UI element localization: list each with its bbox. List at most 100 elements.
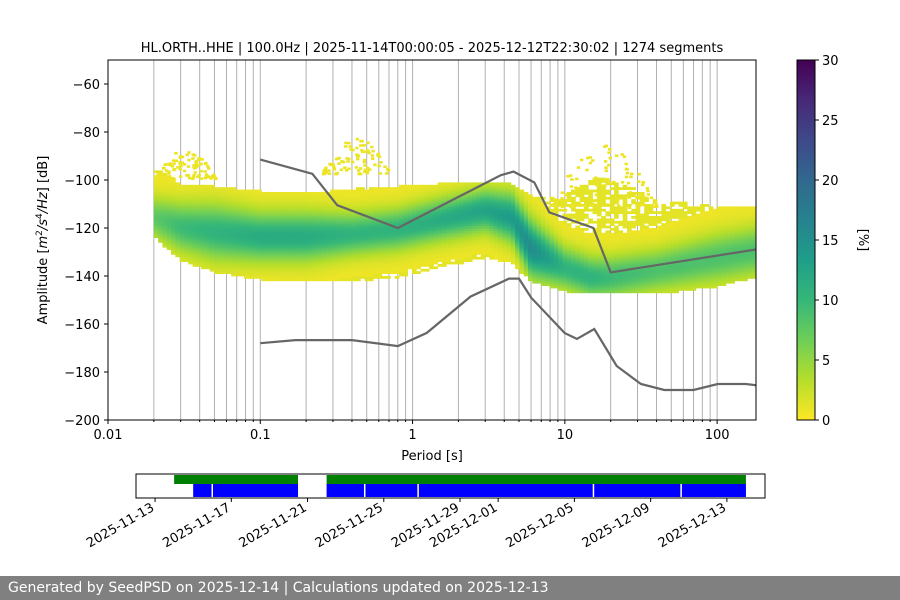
heatmap-cell (424, 223, 430, 226)
heatmap-cell (179, 256, 185, 260)
heatmap-cell (652, 252, 658, 255)
heatmap-cell (231, 230, 236, 234)
heatmap-cell (360, 194, 365, 198)
heatmap-cell (360, 192, 365, 195)
heatmap-cell (622, 261, 628, 265)
heatmap-cell (226, 230, 232, 234)
heatmap-cell (244, 206, 249, 210)
heatmap-cell (158, 225, 163, 229)
heatmap-cell (424, 230, 430, 234)
heatmap-cell (631, 225, 636, 229)
heatmap-cell (609, 290, 615, 294)
heatmap-cell (700, 208, 705, 212)
heatmap-cell (239, 261, 245, 265)
heatmap-cell (682, 201, 688, 205)
heatmap-cell (360, 249, 365, 253)
heatmap-cell (265, 276, 271, 279)
heatmap-cell (239, 244, 245, 248)
heatmap-cell (743, 211, 748, 214)
heatmap-cell (377, 199, 383, 202)
heatmap-cell (312, 252, 318, 255)
heatmap-cell (446, 228, 452, 231)
heatmap-cell (717, 220, 722, 224)
heatmap-cell (562, 244, 568, 248)
heatmap-cell (214, 249, 219, 253)
heatmap-cell (708, 242, 714, 246)
heatmap-cell (682, 220, 688, 224)
heatmap-cell (493, 194, 499, 198)
heatmap-cell (652, 228, 658, 231)
heatmap-cell (725, 206, 731, 210)
heatmap-cell (678, 254, 684, 258)
heatmap-cell (618, 278, 624, 282)
heatmap-cell (390, 266, 396, 270)
heatmap-cell (244, 268, 249, 272)
heatmap-cell (239, 199, 245, 202)
heatmap-cell (429, 192, 434, 195)
heatmap-cell (579, 261, 585, 265)
heatmap-cell (244, 276, 249, 279)
heatmap-cell (545, 218, 550, 222)
heatmap-cell (588, 247, 593, 250)
heatmap-cell (657, 247, 662, 250)
heatmap-cell (712, 271, 718, 274)
heatmap-cell (695, 271, 701, 274)
heatmap-cell (622, 283, 628, 286)
heatmap-cell (510, 232, 516, 236)
heatmap-cell (175, 206, 181, 210)
heatmap-cell (575, 232, 581, 236)
heatmap-cell (459, 230, 464, 234)
heatmap-cell (403, 211, 409, 214)
heatmap-cell (523, 259, 529, 262)
heatmap-cell (751, 254, 757, 258)
heatmap-cell (545, 254, 550, 258)
heatmap-cell (678, 208, 684, 212)
heatmap-cell (614, 280, 619, 284)
heatmap-cell (179, 213, 185, 217)
heatmap-cell (278, 273, 284, 277)
heatmap-cell (162, 235, 168, 238)
heatmap-cell (678, 288, 684, 291)
heatmap-cell (261, 235, 267, 238)
heatmap-cell (166, 180, 172, 183)
heatmap-cell (183, 244, 189, 248)
heatmap-cell (605, 268, 611, 272)
heatmap-cell (373, 194, 378, 198)
heatmap-cell (394, 271, 400, 274)
heatmap-cell (244, 223, 249, 226)
heatmap-cell (295, 254, 301, 258)
heatmap-cell (377, 194, 383, 198)
heatmap-cell (209, 192, 215, 195)
heatmap-cell (601, 280, 606, 284)
heatmap-cell (549, 283, 555, 286)
heatmap-cell (351, 208, 357, 212)
heatmap-cell (407, 240, 413, 243)
heatmap-cell (351, 220, 357, 224)
heatmap-cell (317, 261, 322, 265)
heatmap-cell (743, 252, 748, 255)
heatmap-cell (601, 192, 606, 195)
heatmap-cell (218, 204, 224, 207)
heatmap-cell (661, 240, 667, 243)
heatmap-cell (648, 261, 654, 265)
heatmap-cell (730, 264, 735, 267)
heatmap-cell (420, 268, 426, 272)
heatmap-cell (244, 244, 249, 248)
heatmap-cell (485, 254, 490, 258)
heatmap-cell (183, 201, 189, 205)
heatmap-cell (377, 211, 383, 214)
heatmap-cell (583, 264, 589, 267)
heatmap-cell (429, 232, 434, 236)
heatmap-cell (545, 271, 550, 274)
heatmap-cell (188, 216, 193, 219)
heatmap-cell (437, 213, 443, 217)
heatmap-cell (347, 242, 353, 246)
heatmap-cell (416, 196, 421, 200)
heatmap-cell (231, 264, 236, 267)
heatmap-cell (446, 232, 452, 236)
heatmap-cell (665, 247, 671, 250)
heatmap-cell (394, 189, 400, 193)
heatmap-cell (437, 223, 443, 226)
heatmap-cell (265, 220, 271, 224)
heatmap-cell (450, 230, 456, 234)
